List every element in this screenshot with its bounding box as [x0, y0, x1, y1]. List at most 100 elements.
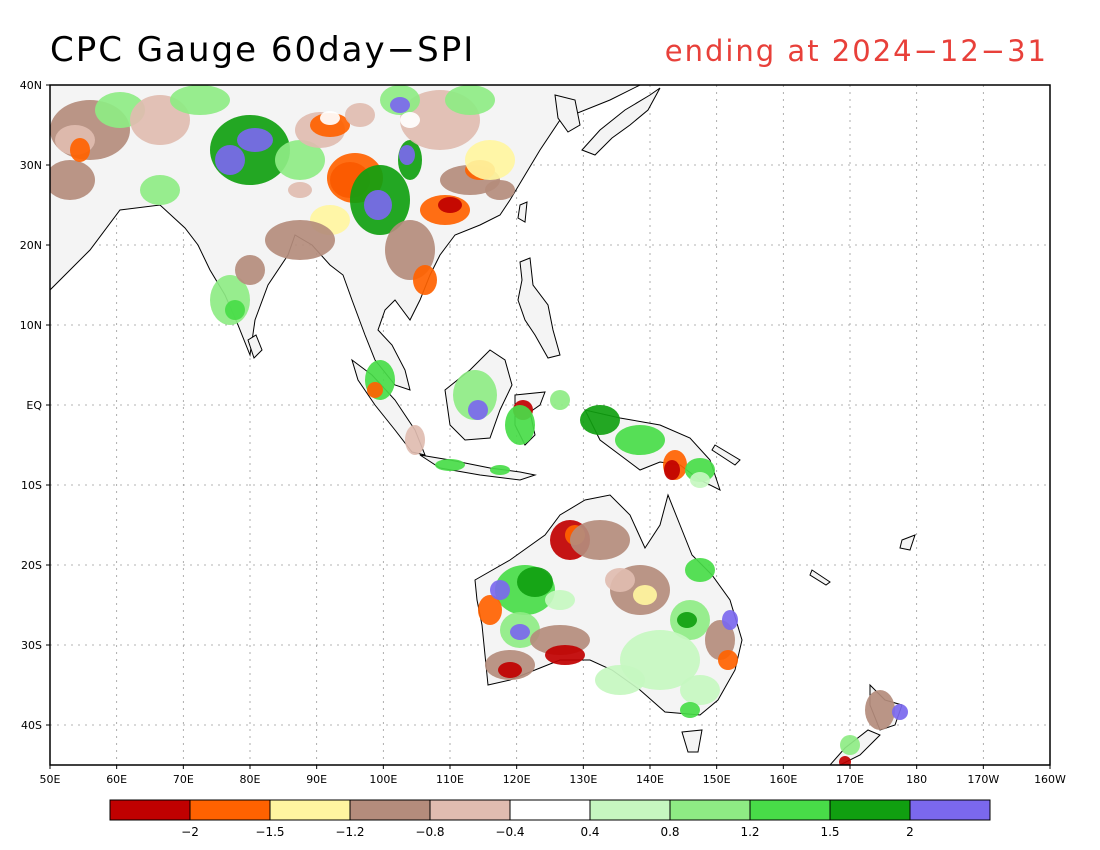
spi-shaded-area — [677, 612, 697, 628]
spi-shaded-area — [595, 665, 645, 695]
spi-shaded-area — [445, 85, 495, 115]
land-fiji — [899, 534, 916, 551]
spi-shaded-area — [413, 265, 437, 295]
spi-shaded-area — [510, 624, 530, 640]
spi-shaded-area — [400, 112, 420, 128]
legend-label: −0.8 — [415, 825, 444, 839]
map-title: CPC Gauge 60day−SPI — [50, 30, 476, 70]
latitude-labels: 40N 30N 20N 10N EQ 10S 20S 30S 40S — [20, 79, 50, 732]
spi-shaded-area — [545, 590, 575, 610]
spi-shaded-area — [705, 620, 735, 660]
legend-swatch — [589, 799, 671, 821]
spi-shaded-area — [570, 520, 630, 560]
spi-shaded-area — [605, 568, 635, 592]
spi-shaded-area — [70, 138, 90, 162]
spi-shaded-area — [320, 111, 340, 125]
spi-shaded-area — [288, 182, 312, 198]
spi-shaded-area — [505, 405, 535, 445]
land-japan — [581, 87, 661, 156]
lat-label: 40N — [20, 79, 42, 92]
spi-shaded-area — [478, 595, 502, 625]
legend-swatch — [429, 799, 511, 821]
legend-swatch — [749, 799, 831, 821]
lon-label: 150E — [703, 773, 731, 786]
legend-label: 0.4 — [580, 825, 599, 839]
spi-shaded-area — [664, 460, 680, 480]
spi-shaded-area — [225, 300, 245, 320]
spi-shaded-area — [498, 662, 522, 678]
legend-label: −2 — [181, 825, 199, 839]
spi-shaded-area — [364, 190, 392, 220]
spi-shaded-area — [839, 756, 851, 765]
spi-shaded-area — [237, 128, 273, 152]
land-sri-lanka — [247, 334, 263, 359]
lon-label: 170E — [836, 773, 864, 786]
land-and-spi-shading — [50, 85, 916, 765]
legend-label: −1.5 — [255, 825, 284, 839]
spi-shaded-area — [265, 220, 335, 260]
spi-shaded-area — [722, 610, 738, 630]
legend-swatch — [509, 799, 591, 821]
plot-frame — [49, 84, 1051, 766]
longitude-labels: 50E 60E 70E 80E 90E 100E 110E 120E 130E 140E 150E 1… — [40, 765, 1066, 786]
lat-label: 40S — [21, 719, 42, 732]
spi-shaded-area — [50, 160, 95, 200]
spi-shaded-area — [438, 197, 462, 213]
land-tasmania — [681, 729, 703, 753]
land-philippines — [517, 257, 561, 359]
legend-label: −0.4 — [495, 825, 524, 839]
spi-shaded-area — [399, 145, 415, 165]
spi-shaded-area — [390, 97, 410, 113]
lat-label: 30N — [20, 159, 42, 172]
spi-shaded-area — [140, 175, 180, 205]
lon-label: 160E — [769, 773, 797, 786]
lat-label: 30S — [21, 639, 42, 652]
legend-swatch — [669, 799, 751, 821]
spi-shaded-area — [490, 465, 510, 475]
spi-shaded-area — [465, 140, 515, 180]
legend-swatch — [909, 799, 991, 821]
land-taiwan — [517, 201, 528, 223]
spi-shaded-area — [385, 220, 435, 280]
spi-shaded-area — [615, 425, 665, 455]
lon-label: 160W — [1034, 773, 1066, 786]
lon-label: 70E — [173, 773, 194, 786]
land-new-caledonia — [809, 569, 831, 586]
spi-shaded-area — [485, 180, 515, 200]
lon-label: 140E — [636, 773, 664, 786]
legend-swatch — [349, 799, 431, 821]
legend-swatch — [109, 799, 191, 821]
spi-shaded-area — [633, 585, 657, 605]
spi-shaded-area — [345, 103, 375, 127]
map-subtitle: ending at 2024−12−31 — [664, 34, 1048, 68]
spi-shaded-area — [865, 690, 895, 730]
spi-shaded-area — [170, 85, 230, 115]
lon-label: 50E — [40, 773, 61, 786]
spi-shaded-area — [405, 425, 425, 455]
spi-shaded-area — [235, 255, 265, 285]
spi-shaded-area — [690, 472, 710, 488]
lat-label: 10N — [20, 319, 42, 332]
legend-label: −1.2 — [335, 825, 364, 839]
spi-shaded-area — [580, 405, 620, 435]
legend-label: 0.8 — [660, 825, 679, 839]
legend-label: 2 — [906, 825, 914, 839]
lon-label: 60E — [106, 773, 127, 786]
spi-shaded-area — [545, 645, 585, 665]
spi-shaded-area — [490, 580, 510, 600]
lon-label: 120E — [503, 773, 531, 786]
spi-shaded-area — [275, 140, 325, 180]
spi-shaded-area — [367, 382, 383, 398]
spi-shaded-area — [468, 400, 488, 420]
spi-shaded-area — [718, 650, 738, 670]
spi-shaded-area — [680, 675, 720, 705]
lat-label: 10S — [21, 479, 42, 492]
lat-label: EQ — [26, 399, 42, 412]
lon-label: 130E — [569, 773, 597, 786]
legend-swatch — [829, 799, 911, 821]
spi-shaded-area — [685, 558, 715, 582]
legend-label: 1.2 — [740, 825, 759, 839]
color-legend: −2 −1.5 −1.2 −0.8 −0.4 0.4 0.8 1.2 1.5 2 — [109, 799, 991, 839]
